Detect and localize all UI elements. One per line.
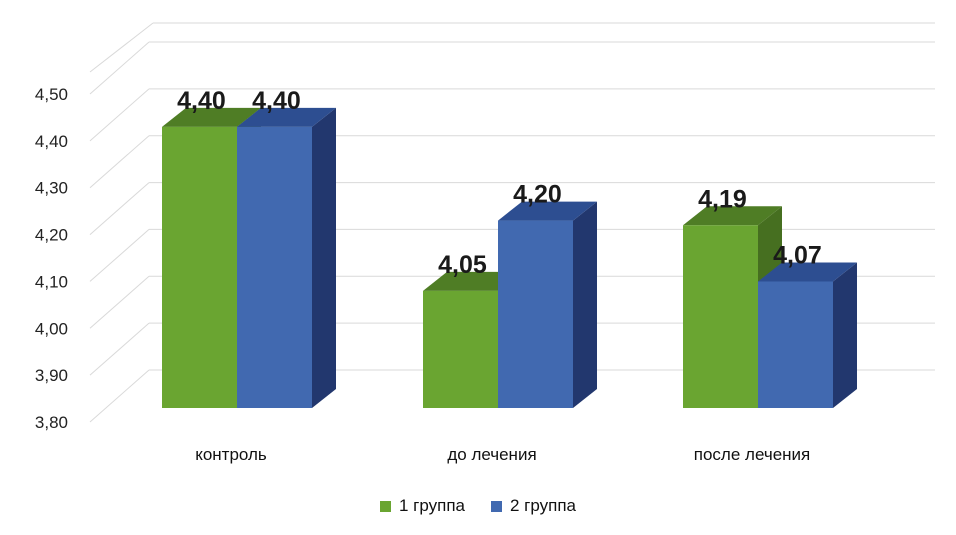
data-label: 4,40 [177, 87, 226, 115]
bar-top [498, 201, 597, 221]
gridline-diagonal [89, 41, 150, 95]
bar [498, 220, 573, 408]
bar-top [683, 206, 782, 226]
legend-label-series-1: 1 группа [398, 496, 465, 515]
gridline-diagonal [89, 275, 150, 329]
legend-swatch-series-2 [491, 500, 502, 512]
bar [683, 225, 758, 408]
legend-item-series-2: 2 группа [491, 496, 576, 516]
x-axis-categories: контроль до лечения после лечения [195, 445, 810, 464]
data-label: 4,07 [773, 241, 822, 269]
legend: 1 группа 2 группа [0, 496, 956, 516]
y-tick-label: 4,00 [35, 319, 68, 338]
data-label: 4,40 [252, 87, 301, 115]
bar-top [237, 107, 336, 127]
bar-side [833, 262, 857, 408]
bar [162, 126, 237, 408]
y-tick-label: 3,90 [35, 366, 68, 385]
bar-top [162, 107, 261, 127]
gridline-diagonal [89, 182, 150, 235]
bar-side [312, 107, 336, 408]
bar-side [573, 201, 597, 408]
bar [237, 126, 312, 408]
chart-plot: 3,803,904,004,104,204,304,404,50 4,40 4,4… [35, 22, 935, 464]
gridline-diagonal [89, 322, 150, 376]
y-tick-label: 3,80 [35, 413, 68, 432]
bar [758, 281, 833, 408]
legend-swatch-series-1 [379, 500, 391, 512]
x-tick-label: до лечения [447, 445, 536, 464]
bars [162, 107, 857, 408]
y-axis-ticks: 3,80 3,90 4,00 4,10 4,20 4,30 4,40 4,50 [35, 85, 68, 432]
gridline-diagonal [89, 22, 154, 73]
data-label: 4,05 [438, 251, 487, 279]
bar-top [758, 262, 857, 282]
gridline-diagonal [89, 229, 150, 282]
data-label: 4,19 [698, 185, 747, 213]
data-labels: 4,40 4,40 4,05 4,20 4,19 4,07 [177, 87, 822, 279]
y-tick-label: 4,10 [35, 272, 68, 291]
bar-top [423, 271, 522, 291]
y-tick-label: 4,40 [35, 132, 68, 151]
x-tick-label: контроль [195, 445, 267, 464]
bar [423, 290, 498, 408]
y-tick-label: 4,20 [35, 226, 68, 245]
x-tick-label: после лечения [694, 445, 810, 464]
y-tick-label: 4,50 [35, 85, 68, 104]
gridline-diagonal [89, 369, 150, 423]
gridline-diagonal [89, 88, 150, 142]
legend-label-series-2: 2 группа [510, 496, 577, 515]
legend-item-series-1: 1 группа [379, 496, 465, 516]
data-label: 4,20 [513, 181, 562, 209]
y-tick-label: 4,30 [35, 179, 68, 198]
gridline-diagonal [89, 135, 150, 189]
